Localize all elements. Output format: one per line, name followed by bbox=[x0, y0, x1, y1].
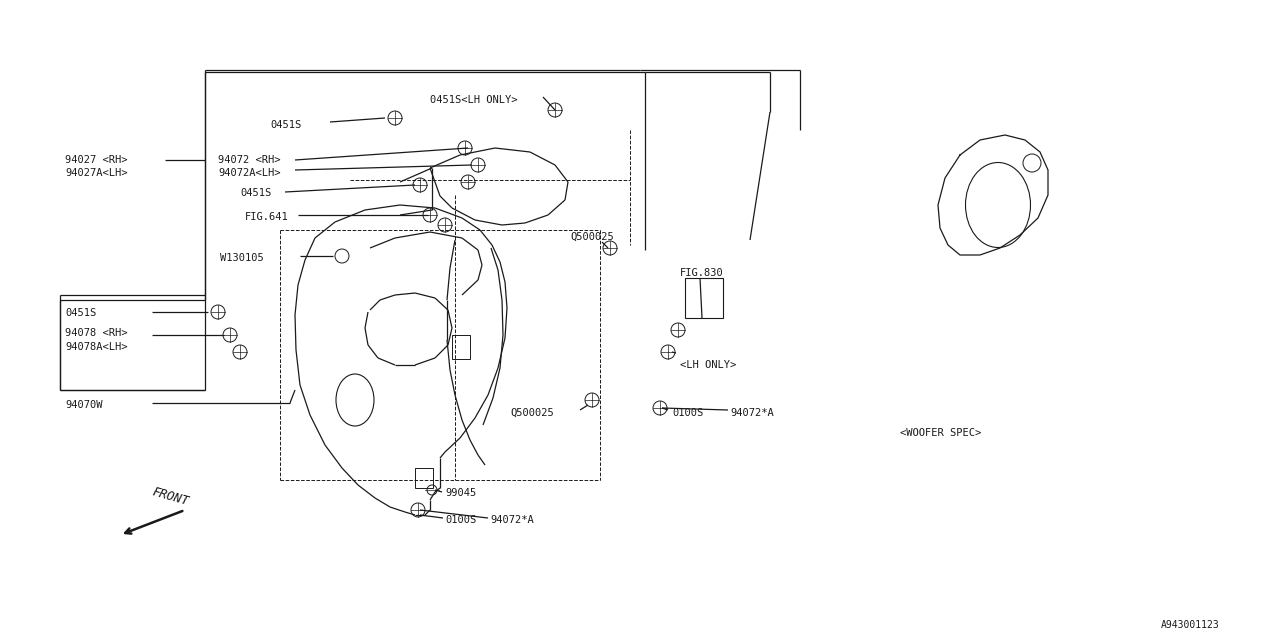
Text: <WOOFER SPEC>: <WOOFER SPEC> bbox=[900, 428, 982, 438]
Text: FIG.641: FIG.641 bbox=[244, 212, 289, 222]
Text: 0451S: 0451S bbox=[241, 188, 271, 198]
Text: 94078 <RH>: 94078 <RH> bbox=[65, 328, 128, 338]
Text: <LH ONLY>: <LH ONLY> bbox=[680, 360, 736, 370]
Text: 94070W: 94070W bbox=[65, 400, 102, 410]
Text: 0451S: 0451S bbox=[65, 308, 96, 318]
Text: 94072A<LH>: 94072A<LH> bbox=[218, 168, 280, 178]
Text: 0100S: 0100S bbox=[445, 515, 476, 525]
Text: 94078A<LH>: 94078A<LH> bbox=[65, 342, 128, 352]
Text: Q500025: Q500025 bbox=[570, 232, 613, 242]
Text: FRONT: FRONT bbox=[150, 485, 189, 508]
Text: 94072*A: 94072*A bbox=[490, 515, 534, 525]
Text: 99045: 99045 bbox=[445, 488, 476, 498]
Text: 0451S: 0451S bbox=[270, 120, 301, 130]
Text: W130105: W130105 bbox=[220, 253, 264, 263]
Text: 0100S: 0100S bbox=[672, 408, 703, 418]
Text: Q500025: Q500025 bbox=[509, 408, 554, 418]
Text: 94072 <RH>: 94072 <RH> bbox=[218, 155, 280, 165]
Text: FIG.830: FIG.830 bbox=[680, 268, 723, 278]
Text: 0451S<LH ONLY>: 0451S<LH ONLY> bbox=[430, 95, 517, 105]
Text: 94027A<LH>: 94027A<LH> bbox=[65, 168, 128, 178]
Text: 94072*A: 94072*A bbox=[730, 408, 773, 418]
Text: A943001123: A943001123 bbox=[1161, 620, 1220, 630]
Text: 94027 <RH>: 94027 <RH> bbox=[65, 155, 128, 165]
